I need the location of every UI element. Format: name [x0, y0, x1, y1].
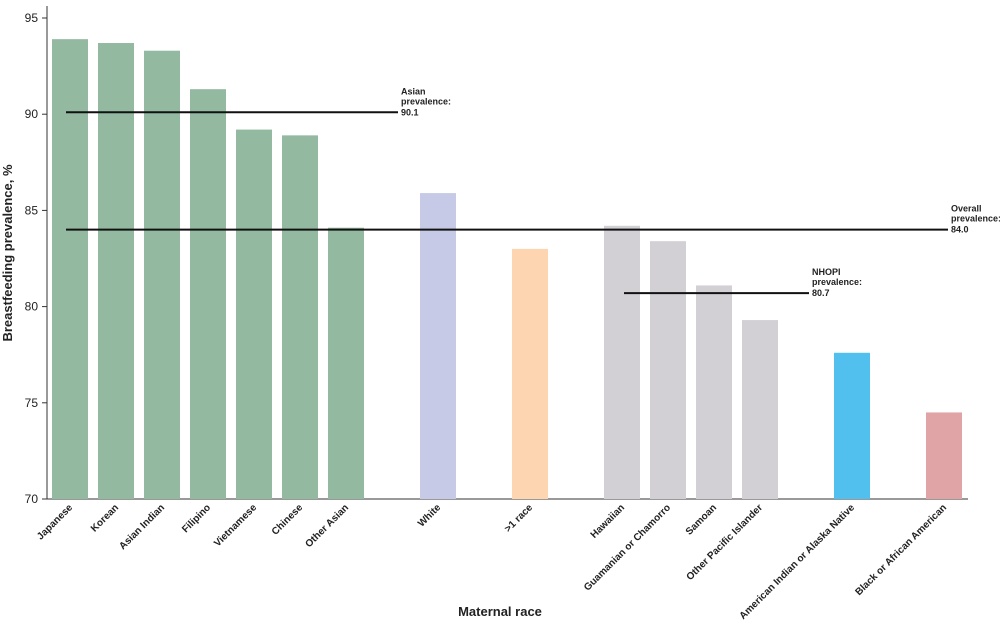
- x-tick-label: Chinese: [270, 502, 306, 538]
- x-tick-label: Guamanian or Chamorro: [582, 502, 673, 593]
- y-tick-label: 85: [25, 203, 39, 217]
- bar: [236, 129, 272, 500]
- bar: [604, 225, 640, 500]
- reference-value: 90.1: [401, 107, 419, 117]
- x-tick-label: American Indian or Alaska Native: [738, 502, 858, 622]
- bar: [926, 412, 962, 499]
- reference-value: 84.0: [951, 225, 969, 235]
- y-tick-label: 80: [25, 300, 39, 314]
- bar: [512, 248, 548, 499]
- bar: [742, 320, 778, 499]
- x-tick-label: Japanese: [35, 502, 75, 542]
- x-tick-label: Vietnamese: [212, 502, 259, 549]
- bar: [328, 227, 364, 499]
- y-tick-label: 70: [25, 492, 39, 506]
- x-tick-label: Korean: [89, 502, 121, 534]
- x-tick-label: Other Pacific Islander: [685, 502, 766, 583]
- reference-label: Overall prevalence:: [951, 204, 1000, 224]
- reference-value: 80.7: [812, 288, 830, 298]
- y-tick-label: 90: [25, 107, 39, 121]
- bar: [420, 193, 456, 500]
- x-tick-label: Hawaiian: [589, 502, 627, 540]
- x-tick-label: White: [416, 502, 443, 529]
- y-axis-title: Breastfeeding prevalence, %: [0, 164, 15, 341]
- bar: [834, 352, 870, 499]
- x-tick-label: Filipino: [180, 502, 213, 535]
- x-axis-title: Maternal race: [458, 604, 542, 619]
- bar: [144, 50, 180, 499]
- bar: [98, 43, 134, 500]
- x-tick-label: Asian Indian: [117, 502, 167, 552]
- bar: [52, 39, 88, 499]
- bar: [696, 285, 732, 499]
- x-tick-label: Black or African American: [853, 502, 949, 598]
- x-tick-label: Other Asian: [304, 502, 352, 550]
- bar: [282, 135, 318, 499]
- y-tick-label: 75: [25, 396, 39, 410]
- bar: [190, 89, 226, 500]
- reference-label: NHOPI prevalence:: [812, 267, 862, 287]
- bar: [650, 241, 686, 499]
- x-tick-label: Samoan: [684, 502, 719, 537]
- x-tick-label: >1 race: [503, 502, 536, 535]
- reference-label: Asian prevalence:: [401, 86, 451, 106]
- y-tick-label: 95: [25, 11, 39, 25]
